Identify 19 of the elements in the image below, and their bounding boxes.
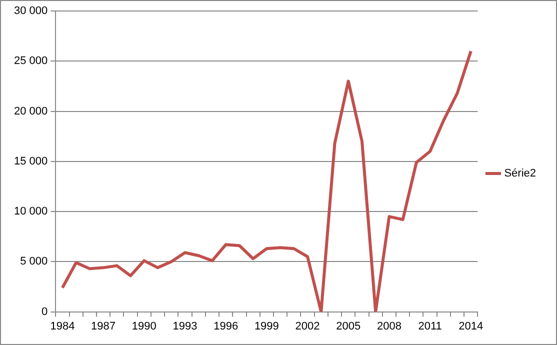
y-tick-label: 20 000 bbox=[14, 105, 48, 118]
x-tick-label: 2014 bbox=[458, 320, 484, 332]
legend-label: Série2 bbox=[504, 168, 536, 180]
x-tick-label: 1987 bbox=[91, 320, 116, 332]
x-tick-label: 1993 bbox=[172, 320, 198, 332]
x-tick-label: 2005 bbox=[336, 320, 361, 332]
y-tick-label: 5 000 bbox=[20, 256, 48, 268]
x-tick-label: 1984 bbox=[50, 320, 75, 332]
y-tick-label: 10 000 bbox=[14, 206, 48, 218]
y-tick-label: 15 000 bbox=[14, 155, 48, 168]
x-tick-label: 1999 bbox=[254, 320, 279, 332]
y-tick-label: 0 bbox=[42, 306, 48, 318]
y-tick-label: 30 000 bbox=[14, 5, 48, 18]
x-tick-label: 1990 bbox=[132, 320, 156, 332]
x-tick-label: 1996 bbox=[214, 320, 238, 332]
y-tick-label: 25 000 bbox=[14, 55, 48, 68]
x-tick-label: 2008 bbox=[376, 320, 402, 332]
x-tick-label: 2002 bbox=[295, 320, 320, 332]
x-tick-label: 2011 bbox=[418, 320, 442, 332]
